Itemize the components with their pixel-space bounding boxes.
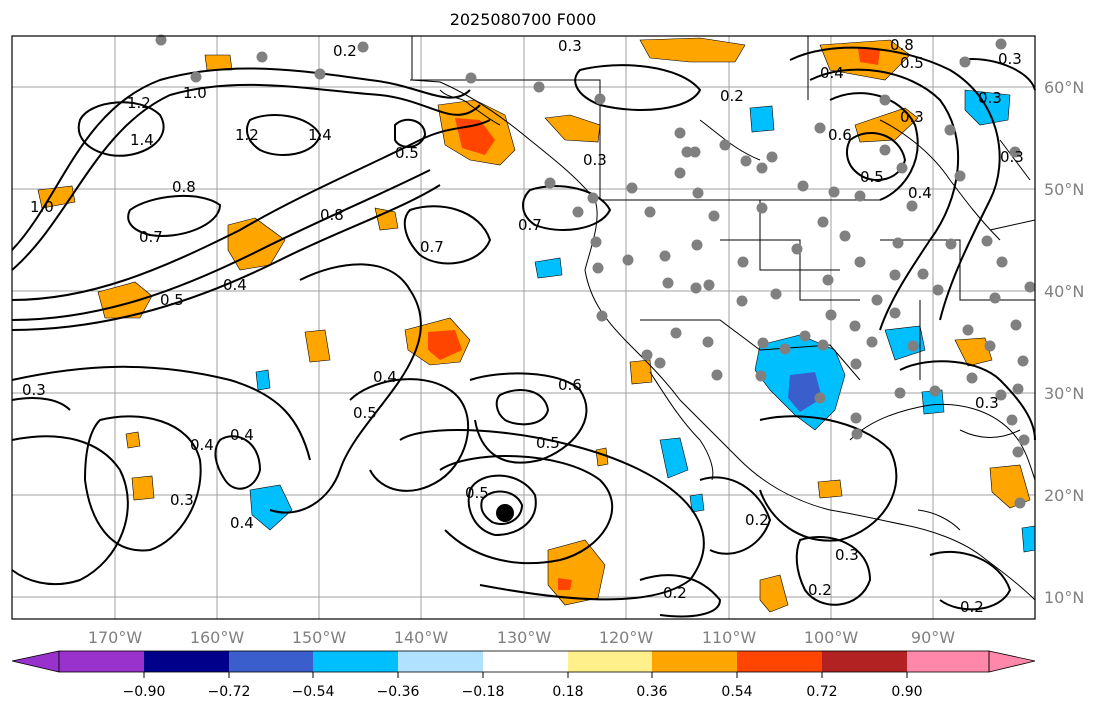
contour-label: 0.4	[223, 276, 247, 294]
colorbar-swatch	[59, 651, 144, 672]
colorbar-tick-label: 0.36	[636, 684, 667, 700]
colorbar-tick-label: −0.18	[462, 684, 505, 700]
contour-label: 0.2	[663, 584, 687, 602]
colorbar-swatch	[907, 651, 989, 672]
lon-label: 100°W	[804, 628, 859, 647]
contour-label: 0.3	[975, 394, 999, 412]
contour-label: 0.5	[900, 54, 924, 72]
contour-label: 0.3	[900, 108, 924, 126]
contour-label: 0.3	[22, 381, 46, 399]
lat-label: 10°N	[1044, 588, 1084, 607]
contour-label: 0.5	[353, 404, 377, 422]
contour-label: 1.0	[183, 84, 207, 102]
contour-label-group: 0.2 0.3 1.2 1.0 1.4 1.2 1.4 0.8 0.7 1.0 …	[22, 36, 1024, 616]
map-title: 2025080700 F000	[450, 10, 597, 29]
lat-label: 30°N	[1044, 384, 1084, 403]
lat-label: 50°N	[1044, 180, 1084, 199]
contour-label: 1.2	[127, 94, 151, 112]
colorbar-swatch	[568, 651, 653, 672]
contour-label: 1.2	[235, 126, 259, 144]
lon-label: 90°W	[911, 628, 955, 647]
contour-label: 0.5	[860, 168, 884, 186]
lon-label: 130°W	[497, 628, 552, 647]
contour-label: 0.6	[558, 376, 582, 394]
contour-label: 0.8	[890, 36, 914, 54]
colorbar-tick-label: 0.72	[806, 684, 837, 700]
contour-label: 0.8	[172, 178, 196, 196]
contour-label: 0.3	[835, 546, 859, 564]
colorbar-swatch	[229, 651, 314, 672]
coastlines	[410, 36, 1036, 601]
longitude-labels: 170°W 160°W 150°W 140°W 130°W 120°W 110°…	[88, 628, 955, 647]
map-panel: 0.2 0.3 1.2 1.0 1.4 1.2 1.4 0.8 0.7 1.0 …	[11, 34, 1036, 620]
contour-label: 0.2	[333, 42, 357, 60]
contour-label: 0.5	[160, 291, 184, 309]
lat-label: 20°N	[1044, 486, 1084, 505]
colorbar-extend-high	[988, 650, 1036, 673]
contour-label: 0.4	[230, 514, 254, 532]
lat-label: 60°N	[1044, 78, 1084, 97]
contour-label: 0.4	[373, 368, 397, 386]
shading-negative	[249, 89, 1036, 553]
contour-label: 1.4	[308, 126, 332, 144]
observation-stations	[155, 34, 1036, 509]
contour-label: 0.3	[170, 491, 194, 509]
contour-label: 0.5	[465, 484, 489, 502]
contour-label: 0.3	[583, 151, 607, 169]
contour-label: 1.0	[30, 198, 54, 216]
lon-label: 150°W	[292, 628, 347, 647]
contour-label: 0.2	[960, 598, 984, 616]
lon-label: 120°W	[599, 628, 654, 647]
contour-label: 0.2	[808, 581, 832, 599]
colorbar-tick-label: 0.18	[552, 684, 583, 700]
colorbar: −0.90 −0.72 −0.54 −0.36 −0.18 0.18 0.36 …	[11, 650, 1036, 700]
cyclone-center	[496, 504, 514, 522]
contour-label: 0.2	[720, 87, 744, 105]
contour-label: 0.4	[908, 184, 932, 202]
contour-lines	[11, 46, 1036, 618]
contour-label: 0.2	[745, 511, 769, 529]
colorbar-swatch	[313, 651, 398, 672]
lon-label: 140°W	[394, 628, 449, 647]
lon-label: 160°W	[190, 628, 245, 647]
contour-label: 0.4	[190, 436, 214, 454]
colorbar-swatch	[483, 651, 568, 672]
colorbar-extend-low	[11, 650, 60, 673]
contour-label: 0.3	[998, 50, 1022, 68]
colorbar-tick-label: −0.72	[208, 684, 251, 700]
map-border	[11, 35, 1036, 620]
colorbar-swatch	[652, 651, 737, 672]
contour-label: 0.7	[420, 238, 444, 256]
lat-label: 40°N	[1044, 282, 1084, 301]
contour-label: 0.5	[536, 434, 560, 452]
contour-label: 0.7	[518, 216, 542, 234]
contour-label: 0.5	[395, 144, 419, 162]
contour-label: 0.4	[230, 426, 254, 444]
contour-label: 0.3	[978, 89, 1002, 107]
colorbar-tick-label: 0.90	[891, 684, 922, 700]
colorbar-ticks	[143, 672, 908, 678]
contour-label: 0.7	[139, 228, 163, 246]
colorbar-tick-label: −0.36	[377, 684, 420, 700]
colorbar-swatch	[737, 651, 822, 672]
colorbar-outline	[58, 650, 990, 673]
colorbar-tick-label: −0.90	[123, 684, 166, 700]
contour-label: 0.8	[320, 206, 344, 224]
lon-label: 110°W	[702, 628, 757, 647]
contour-label: 1.4	[130, 131, 154, 149]
colorbar-tick-label: 0.54	[721, 684, 752, 700]
lon-label: 170°W	[88, 628, 143, 647]
colorbar-swatch	[144, 651, 229, 672]
colorbar-swatch	[822, 651, 907, 672]
contour-label: 0.6	[828, 126, 852, 144]
colorbar-swatch	[398, 651, 483, 672]
colorbar-tick-label: −0.54	[292, 684, 335, 700]
latitude-labels: 60°N 50°N 40°N 30°N 20°N 10°N	[1044, 78, 1084, 607]
contour-label: 0.3	[558, 37, 582, 55]
contour-label: 0.4	[820, 64, 844, 82]
contour-label: 0.3	[1000, 148, 1024, 166]
